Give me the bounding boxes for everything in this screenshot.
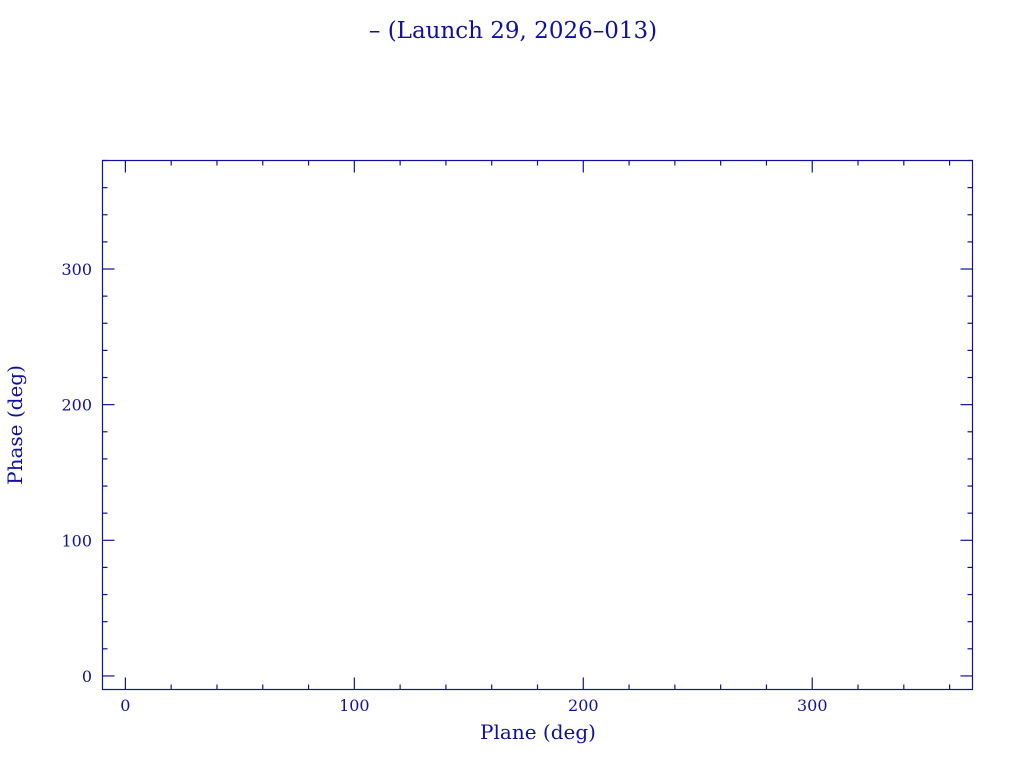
y-tick-label: 100 (61, 531, 92, 550)
y-tick-label: 0 (82, 667, 92, 686)
x-tick-label: 100 (339, 696, 370, 715)
y-axis-label: Phase (deg) (3, 365, 27, 485)
y-tick-label: 300 (61, 260, 92, 279)
chart-title: – (Launch 29, 2026–013) (369, 18, 657, 44)
x-tick-label: 300 (797, 696, 828, 715)
axis-ticks (102, 159, 973, 690)
tick-labels: 0 100 200 300 0 100 200 300 (61, 260, 827, 715)
x-axis-label: Plane (deg) (480, 720, 596, 744)
plot-frame (101, 159, 974, 691)
x-tick-label: 200 (568, 696, 599, 715)
x-tick-label: 0 (120, 696, 130, 715)
y-tick-label: 200 (61, 396, 92, 415)
